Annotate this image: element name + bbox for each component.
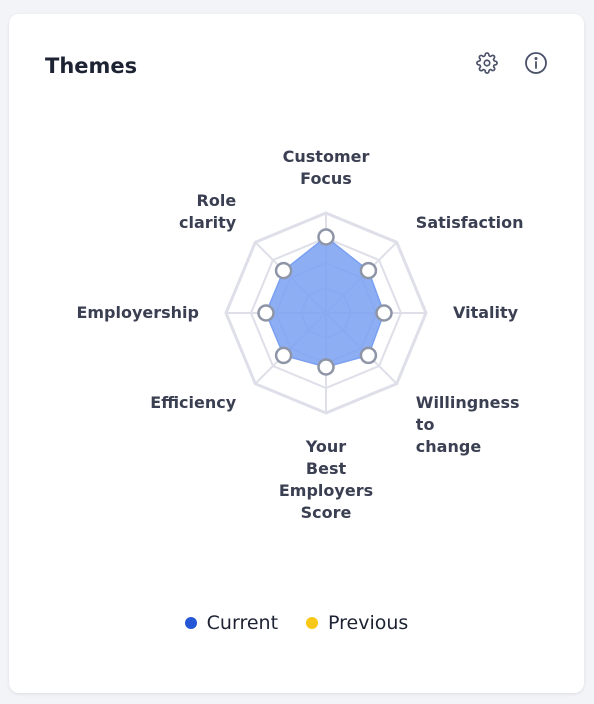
axis-label-5: Efficiency	[150, 393, 236, 412]
axis-label-2: Vitality	[453, 303, 519, 322]
axis-label-0: Customer Focus	[283, 147, 370, 188]
info-button[interactable]	[523, 50, 549, 76]
data-point-0[interactable]	[317, 228, 335, 246]
data-point-4[interactable]	[317, 358, 335, 376]
info-icon	[525, 52, 547, 74]
legend-dot-previous	[306, 617, 319, 629]
data-point-2[interactable]	[375, 304, 393, 322]
chart-legend: Current Previous	[9, 612, 584, 634]
axis-label-6: Employership	[76, 303, 199, 322]
data-point-6[interactable]	[257, 304, 275, 322]
data-point-3[interactable]	[359, 346, 378, 365]
legend-item-current[interactable]: Current	[184, 612, 279, 634]
legend-label: Previous	[328, 612, 409, 634]
themes-card: Themes Customer Focus Satisfaction Vitality…	[9, 14, 584, 693]
axis-label-3: Willingness to change	[416, 393, 520, 456]
data-points	[257, 228, 393, 376]
gear-icon	[476, 52, 498, 74]
legend-item-previous[interactable]: Previous	[306, 612, 408, 634]
axis-label-4: Your Best Employers Score	[279, 437, 373, 522]
data-point-5[interactable]	[274, 346, 293, 365]
radar-chart: Customer Focus Satisfaction Vitality Willing…	[76, 147, 523, 522]
axis-labels: Customer Focus Satisfaction Vitality Willing…	[76, 147, 523, 522]
legend-dot-current	[184, 617, 197, 629]
axis-label-1: Satisfaction	[416, 213, 524, 232]
settings-button[interactable]	[474, 50, 500, 76]
legend-label: Current	[206, 612, 279, 634]
card-title: Themes	[45, 54, 138, 78]
data-point-1[interactable]	[359, 261, 378, 280]
data-point-7[interactable]	[274, 261, 293, 280]
axis-label-7: Role clarity	[179, 191, 237, 232]
